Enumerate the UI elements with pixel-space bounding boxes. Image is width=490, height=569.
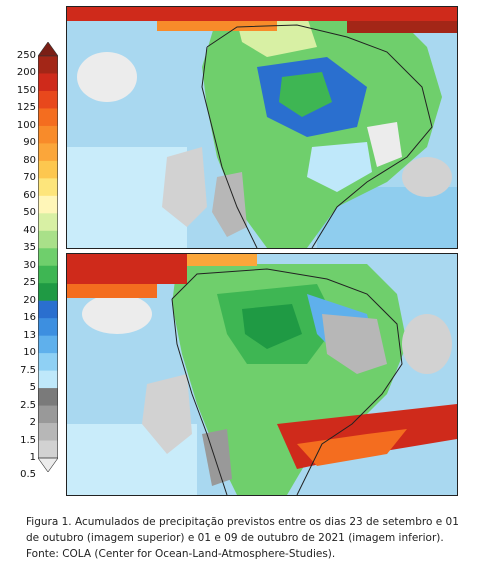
legend-swatch	[38, 125, 58, 144]
legend-swatch	[38, 283, 58, 302]
legend-swatch	[38, 178, 58, 197]
figure-caption: Figura 1. Acumulados de precipitação pre…	[26, 514, 476, 562]
legend-swatch	[38, 370, 58, 389]
legend-swatch	[38, 335, 58, 354]
legend-label: 40	[23, 224, 36, 236]
legend-arrow-top	[38, 42, 58, 57]
legend-swatch	[38, 300, 58, 319]
precipitation-map-bottom	[67, 254, 457, 495]
precipitation-map-top	[67, 7, 457, 248]
legend-label: 13	[23, 329, 36, 341]
legend-label: 60	[23, 189, 36, 201]
legend-swatch	[38, 160, 58, 179]
legend-label: 90	[23, 137, 36, 149]
legend-swatch	[38, 195, 58, 214]
legend-color-scale	[38, 42, 58, 472]
legend-swatch	[38, 405, 58, 424]
legend-swatch	[38, 318, 58, 337]
legend-label: 1	[29, 452, 36, 463]
legend-label: 200	[16, 67, 36, 79]
legend-swatch	[38, 248, 58, 267]
legend-label: 70	[23, 172, 36, 184]
legend-arrow-bottom	[38, 457, 58, 472]
legend-swatch	[38, 388, 58, 407]
legend-label: 150	[16, 84, 36, 96]
legend-swatch	[38, 90, 58, 109]
legend-swatch	[38, 423, 58, 442]
legend-swatch	[38, 440, 58, 459]
legend-labels: 250 200 150 125 100 90 80 70 60 50 40 35 30 25 20 16 13 1…	[0, 42, 36, 480]
legend-swatch	[38, 230, 58, 249]
legend-label: 2	[29, 417, 36, 429]
caption-line-1: Figura 1. Acumulados de precipitação pre…	[26, 516, 459, 528]
legend-swatch	[38, 143, 58, 162]
legend-label: 7.5	[20, 364, 36, 376]
legend-swatch	[38, 265, 58, 284]
legend-label: 250	[16, 50, 36, 61]
legend-label: 1.5	[20, 434, 36, 446]
legend-label: 50	[23, 207, 36, 219]
map-forecast-oct01-oct09	[66, 253, 458, 496]
legend-label: 125	[16, 102, 36, 114]
legend-swatch	[38, 108, 58, 127]
legend-label: 80	[23, 154, 36, 166]
precipitation-legend-bar	[38, 42, 58, 472]
legend-label: 25	[23, 277, 36, 289]
legend-label: 0.5	[20, 469, 36, 481]
caption-line-3: Fonte: COLA (Center for Ocean-Land-Atmos…	[26, 548, 336, 560]
legend-label: 5	[29, 382, 36, 394]
legend-label: 30	[23, 259, 36, 271]
legend-swatch	[38, 353, 58, 372]
legend-label: 20	[23, 294, 36, 306]
legend-label: 2.5	[20, 399, 36, 411]
caption-line-2: de outubro (imagem superior) e 01 e 09 d…	[26, 532, 444, 544]
legend-swatch	[38, 73, 58, 92]
legend-swatch	[38, 213, 58, 232]
legend-label: 10	[23, 347, 36, 359]
legend-swatch	[38, 56, 58, 74]
legend-label: 16	[23, 312, 36, 324]
map-forecast-sep23-oct01	[66, 6, 458, 249]
legend-label: 100	[16, 119, 36, 131]
legend-label: 35	[23, 242, 36, 254]
